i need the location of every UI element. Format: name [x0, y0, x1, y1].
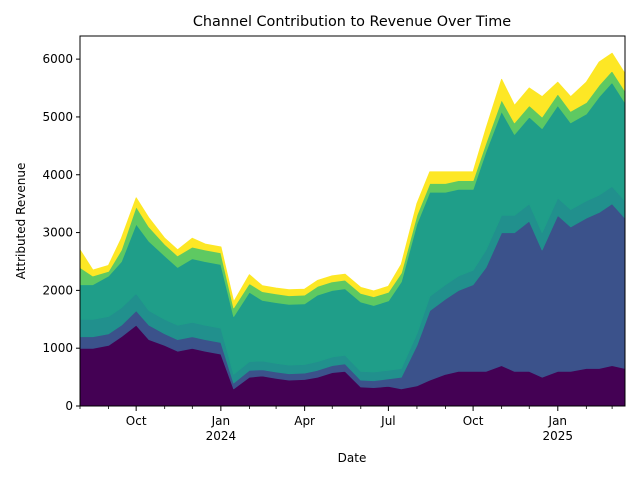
y-tick-label: 5000	[42, 110, 73, 124]
stacked-areas	[79, 52, 626, 407]
x-tick-label: Jan	[548, 414, 568, 428]
x-tick-year-label: 2024	[206, 429, 237, 443]
x-tick-label: Jul	[380, 414, 395, 428]
plot-frame	[79, 35, 626, 407]
x-tick-label: Apr	[294, 414, 315, 428]
x-tick-label: Oct	[126, 414, 147, 428]
y-tick-label: 0	[65, 399, 73, 413]
y-tick-label: 3000	[42, 226, 73, 240]
x-tick-label: Oct	[463, 414, 484, 428]
y-tick-label: 6000	[42, 52, 73, 66]
y-tick-label: 1000	[42, 341, 73, 355]
y-tick-label: 2000	[42, 283, 73, 297]
y-tick-label: 4000	[42, 168, 73, 182]
x-tick-label: Jan	[211, 414, 231, 428]
y-axis-title: Attributed Revenue	[14, 163, 28, 280]
x-tick-year-label: 2025	[543, 429, 574, 443]
x-axis-title: Date	[338, 451, 367, 465]
chart-title: Channel Contribution to Revenue Over Tim…	[193, 14, 511, 30]
y-axis: 0 1000 2000 3000 4000 5000 6000	[42, 52, 80, 413]
